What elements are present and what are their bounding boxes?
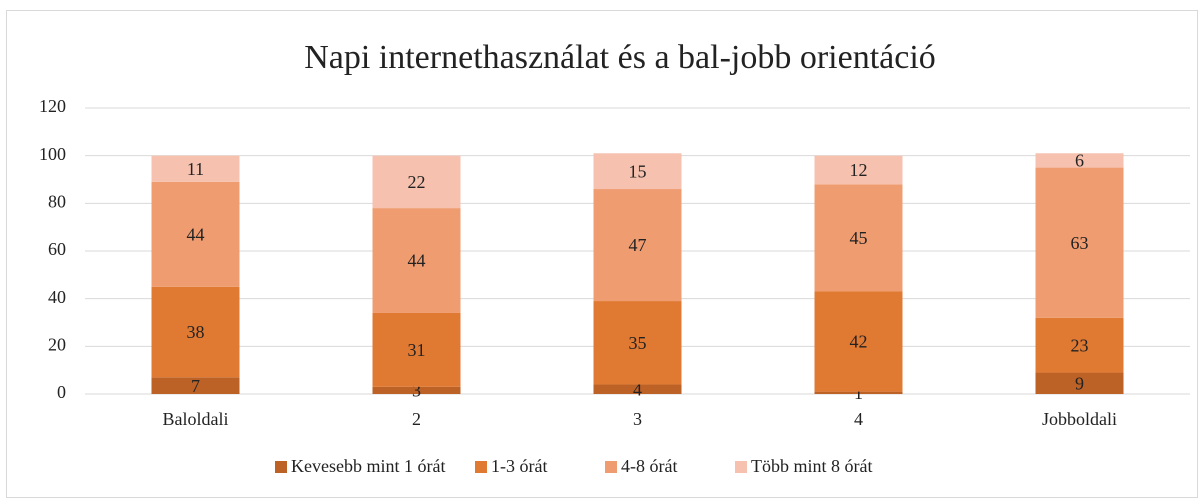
bar-segment bbox=[814, 391, 903, 394]
bar-segment bbox=[372, 208, 461, 313]
data-label: 23 bbox=[1071, 335, 1089, 355]
y-tick-label: 80 bbox=[48, 191, 66, 211]
bar-segment bbox=[814, 184, 903, 292]
bar-segment bbox=[593, 153, 682, 190]
bar-segment bbox=[814, 155, 903, 185]
data-label: 22 bbox=[408, 172, 426, 192]
data-label: 3 bbox=[412, 381, 421, 401]
y-tick-label: 120 bbox=[39, 96, 66, 116]
data-label: 44 bbox=[408, 251, 426, 271]
data-label: 31 bbox=[408, 340, 426, 360]
x-tick-label: 2 bbox=[412, 409, 421, 429]
y-tick-label: 60 bbox=[48, 239, 66, 259]
legend-label: Több mint 8 órát bbox=[751, 456, 872, 476]
data-label: 4 bbox=[633, 379, 642, 399]
chart-title: Napi internethasználat és a bal-jobb ori… bbox=[304, 39, 936, 76]
data-label: 12 bbox=[850, 160, 868, 180]
data-label: 44 bbox=[187, 224, 205, 244]
legend-swatch bbox=[275, 461, 287, 473]
x-tick-label: 4 bbox=[854, 409, 863, 429]
legend-label: Kevesebb mint 1 órát bbox=[291, 456, 445, 476]
data-label: 47 bbox=[629, 235, 647, 255]
x-tick-label: Jobboldali bbox=[1042, 409, 1117, 429]
data-label: 7 bbox=[191, 376, 200, 396]
bar-segment bbox=[151, 155, 240, 182]
data-label: 35 bbox=[629, 333, 647, 353]
bar-segment bbox=[1035, 317, 1124, 373]
bar-segment bbox=[372, 386, 461, 394]
bar-segment bbox=[372, 155, 461, 209]
y-tick-label: 0 bbox=[57, 382, 66, 402]
bar-segment bbox=[1035, 372, 1124, 394]
data-label: 9 bbox=[1075, 373, 1084, 393]
data-label: 1 bbox=[854, 383, 863, 403]
data-label: 45 bbox=[850, 228, 868, 248]
y-tick-label: 100 bbox=[39, 144, 66, 164]
bar-segment bbox=[814, 291, 903, 392]
data-label: 11 bbox=[187, 159, 204, 179]
y-tick-label: 20 bbox=[48, 334, 66, 354]
bar-segment bbox=[151, 377, 240, 394]
data-label: 15 bbox=[629, 161, 647, 181]
bar-segment bbox=[593, 189, 682, 302]
bar-segment bbox=[593, 301, 682, 385]
bar-segment bbox=[372, 312, 461, 387]
legend-swatch bbox=[605, 461, 617, 473]
bar-segment bbox=[1035, 153, 1124, 168]
y-tick-label: 40 bbox=[48, 287, 66, 307]
legend-swatch bbox=[475, 461, 487, 473]
x-tick-label: 3 bbox=[633, 409, 642, 429]
bar-segment bbox=[1035, 167, 1124, 318]
data-label: 42 bbox=[850, 332, 868, 352]
data-label: 38 bbox=[187, 322, 205, 342]
legend-label: 1-3 órát bbox=[491, 456, 547, 476]
legend-label: 4-8 órát bbox=[621, 456, 677, 476]
data-label: 63 bbox=[1071, 233, 1089, 253]
bar-segment bbox=[593, 384, 682, 394]
bar-segment bbox=[151, 181, 240, 287]
data-label: 6 bbox=[1075, 151, 1084, 171]
bar-segment bbox=[151, 286, 240, 378]
legend-swatch bbox=[735, 461, 747, 473]
x-tick-label: Baloldali bbox=[163, 409, 229, 429]
